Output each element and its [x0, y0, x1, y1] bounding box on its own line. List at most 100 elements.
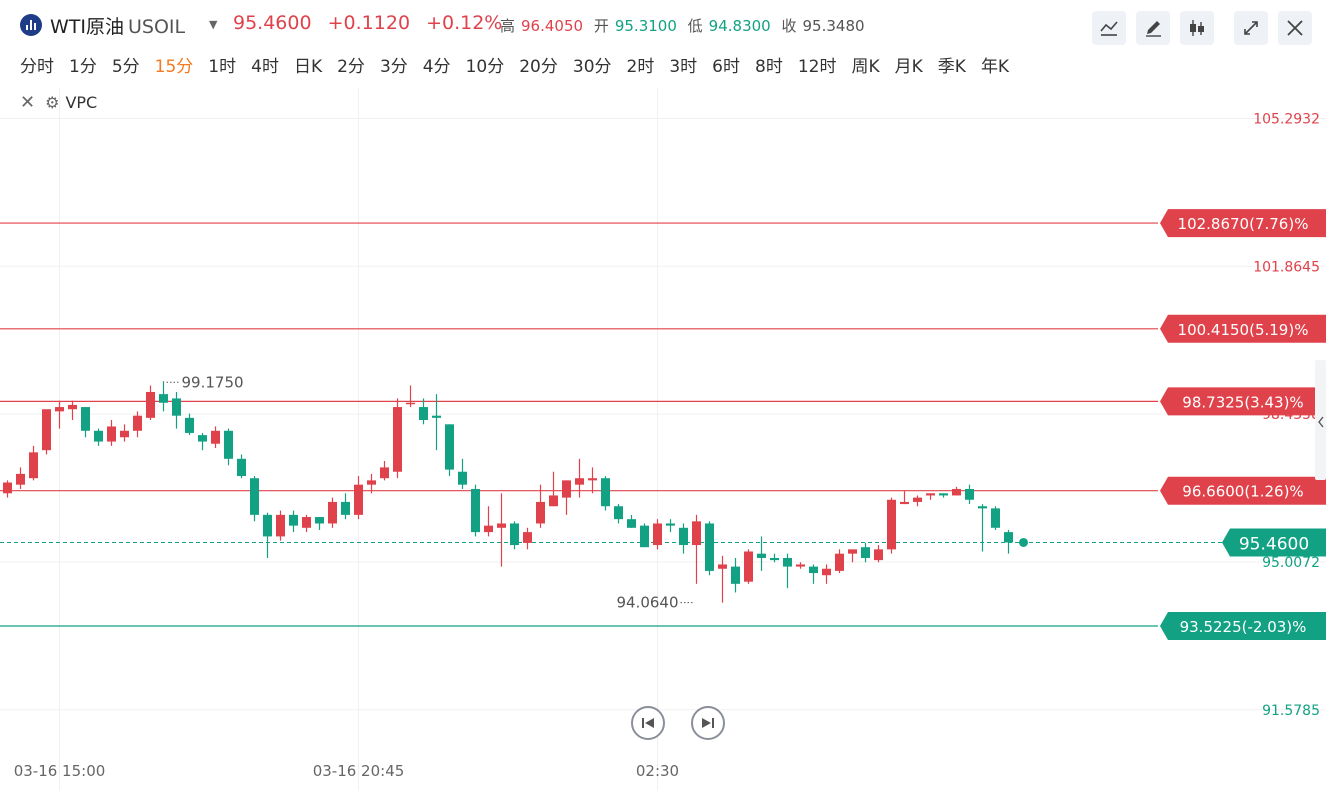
- price-change: +0.1120: [327, 12, 411, 34]
- symbol-dropdown-icon[interactable]: ▼: [209, 18, 218, 31]
- timeframe-17[interactable]: 12时: [797, 57, 837, 77]
- candle-body-30: [393, 407, 402, 472]
- timeframe-7[interactable]: 2分: [337, 57, 365, 77]
- chevron-left-icon: [1318, 416, 1324, 428]
- level-label-1: 100.4150(5.19)%: [1178, 321, 1309, 339]
- candle-body-49: [640, 525, 649, 548]
- fullscreen-button[interactable]: [1234, 11, 1268, 45]
- candle-body-36: [471, 488, 480, 533]
- indicator-name: VPC: [65, 93, 98, 112]
- annotation-label-0: 99.1750: [182, 373, 244, 391]
- draw-button[interactable]: [1136, 11, 1170, 45]
- candle-body-37: [484, 525, 493, 533]
- candle-body-15: [198, 435, 207, 442]
- last-price-tag: [1222, 528, 1326, 557]
- timeframe-bar: 分时 1分 5分 15分 1时 4时 日K 2分 3分 4分 10分 20分 30分 2时 3时 6时 8时 12…: [20, 52, 1024, 77]
- candle-body-27: [354, 484, 363, 515]
- timeframe-4[interactable]: 1时: [208, 57, 237, 77]
- candle-body-38: [497, 523, 506, 528]
- candle-body-26: [341, 501, 350, 515]
- timeframe-3[interactable]: 15分: [154, 57, 194, 77]
- candle-body-64: [835, 553, 844, 571]
- timeframe-18[interactable]: 周K: [851, 57, 880, 77]
- candle-body-70: [913, 497, 922, 502]
- timeframe-1[interactable]: 1分: [69, 57, 97, 77]
- candle-body-6: [81, 407, 90, 431]
- candle-body-22: [289, 514, 298, 526]
- candle-body-59: [770, 557, 779, 561]
- timeframe-16[interactable]: 8时: [755, 57, 783, 77]
- candle-body-19: [250, 478, 259, 515]
- candle-body-76: [991, 508, 1000, 528]
- level-label-4: 93.5225(-2.03)%: [1180, 618, 1307, 636]
- level-tag-1: [1160, 314, 1326, 343]
- candle-body-51: [666, 523, 675, 526]
- timeframe-10[interactable]: 10分: [465, 57, 505, 77]
- timeframe-21[interactable]: 年K: [980, 57, 1010, 77]
- timeframe-19[interactable]: 月K: [894, 57, 923, 77]
- close-label: 收: [781, 17, 797, 35]
- candle-body-21: [276, 514, 285, 537]
- chart-type-button[interactable]: [1180, 11, 1214, 45]
- annotation-label-1: 94.0640: [616, 594, 678, 612]
- symbol-name[interactable]: WTI原油 USOIL: [50, 12, 185, 39]
- low-value: 94.8300: [708, 17, 771, 35]
- symbol-title: WTI原油: [50, 16, 124, 38]
- candle-body-9: [120, 430, 129, 438]
- chart-logo-icon: [20, 14, 42, 36]
- candle-body-65: [848, 549, 857, 554]
- candle-body-54: [705, 523, 714, 571]
- timeframe-11[interactable]: 20分: [519, 57, 558, 77]
- timeframe-5[interactable]: 4时: [251, 57, 279, 77]
- indicator-settings-icon[interactable]: ⚙: [45, 93, 60, 112]
- candle-body-69: [900, 501, 909, 505]
- candle-body-4: [55, 407, 64, 412]
- candle-body-33: [432, 415, 441, 418]
- level-label-0: 102.8670(7.76)%: [1178, 215, 1309, 233]
- candle-body-75: [978, 506, 987, 509]
- symbol-code: USOIL: [128, 16, 186, 38]
- open-label: 开: [593, 17, 609, 35]
- timeframe-14[interactable]: 3时: [669, 57, 698, 77]
- candle-body-32: [419, 407, 428, 420]
- x-tick-label-2: 02:30: [636, 762, 679, 780]
- timeframe-2[interactable]: 5分: [111, 57, 140, 77]
- y-tick-label-1: 101.8645: [1253, 259, 1320, 275]
- price-change-pct: +0.12%: [426, 12, 503, 34]
- scroll-forward-button[interactable]: [691, 706, 725, 740]
- timeframe-13[interactable]: 2时: [626, 57, 655, 77]
- candle-body-24: [315, 517, 324, 524]
- timeframe-9[interactable]: 4分: [422, 57, 451, 77]
- timeframe-15[interactable]: 6时: [712, 57, 740, 77]
- high-value: 96.4050: [521, 17, 584, 35]
- candle-body-40: [523, 532, 532, 543]
- last-price-dot: [1019, 537, 1028, 547]
- candle-body-74: [965, 488, 974, 500]
- remove-indicator-icon[interactable]: ✕: [20, 92, 36, 113]
- candle-body-28: [367, 480, 376, 485]
- candle-body-35: [458, 471, 467, 485]
- indicator-legend: ✕ ⚙ VPC: [20, 92, 97, 113]
- high-label: 高: [500, 17, 516, 35]
- timeframe-12[interactable]: 30分: [572, 57, 612, 77]
- candle-body-45: [588, 478, 597, 481]
- timeframe-6[interactable]: 日K: [293, 57, 323, 77]
- candle-body-57: [744, 551, 753, 582]
- expand-icon: [1244, 21, 1258, 35]
- timeframe-20[interactable]: 季K: [937, 57, 966, 77]
- candle-body-67: [874, 549, 883, 561]
- candle-body-71: [926, 493, 935, 496]
- candle-body-68: [887, 499, 896, 550]
- close-button[interactable]: [1278, 11, 1312, 45]
- scroll-back-button[interactable]: [631, 706, 665, 740]
- candle-body-61: [796, 564, 805, 567]
- candle-body-10: [133, 415, 142, 431]
- symbol-header: WTI原油 USOIL ▼ 95.4600 +0.1120 +0.12% 高 96.…: [0, 0, 1326, 50]
- level-tag-3: [1160, 476, 1326, 505]
- timeframe-0[interactable]: 分时: [20, 57, 54, 77]
- timeframe-8[interactable]: 3分: [379, 57, 408, 77]
- candle-body-44: [575, 478, 584, 485]
- indicator-button[interactable]: [1092, 11, 1126, 45]
- candle-body-41: [536, 501, 545, 524]
